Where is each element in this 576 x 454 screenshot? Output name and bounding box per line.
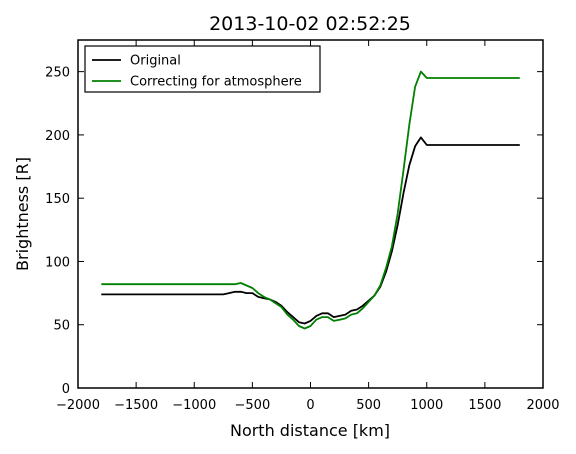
y-tick-label: 250 [45,66,70,81]
y-axis-label: Brightness [R] [13,157,32,271]
series-line-original [101,136,520,325]
y-tick-label: 0 [62,382,70,397]
x-tick-label: 500 [356,398,381,413]
x-tick-label: 2000 [526,398,559,413]
legend-entry: Correcting for atmosphere [130,75,302,90]
legend: Original Correcting for atmosphere [84,45,321,93]
y-tick-label: 100 [45,255,70,270]
x-tick-label: −1500 [114,398,158,413]
axis-ticks: −2000 −1500 −1000 −500 0 500 1000 1500 2000 0 50 10… [45,40,560,413]
legend-entry: Original [130,54,181,69]
x-tick-label: 1500 [468,398,501,413]
chart-title: 2013-10-02 02:52:25 [209,13,411,35]
x-tick-label: 0 [306,398,314,413]
x-axis-label: North distance [km] [230,421,390,440]
legend-box [84,45,321,93]
x-tick-label: −2000 [56,398,100,413]
series-layer [101,70,520,330]
y-tick-label: 150 [45,192,70,207]
x-tick-label: −500 [235,398,271,413]
y-tick-label: 200 [45,129,70,144]
y-tick-label: 50 [53,319,70,334]
series-line-corrected [101,70,520,330]
x-tick-label: −1000 [172,398,216,413]
x-tick-label: 1000 [410,398,443,413]
